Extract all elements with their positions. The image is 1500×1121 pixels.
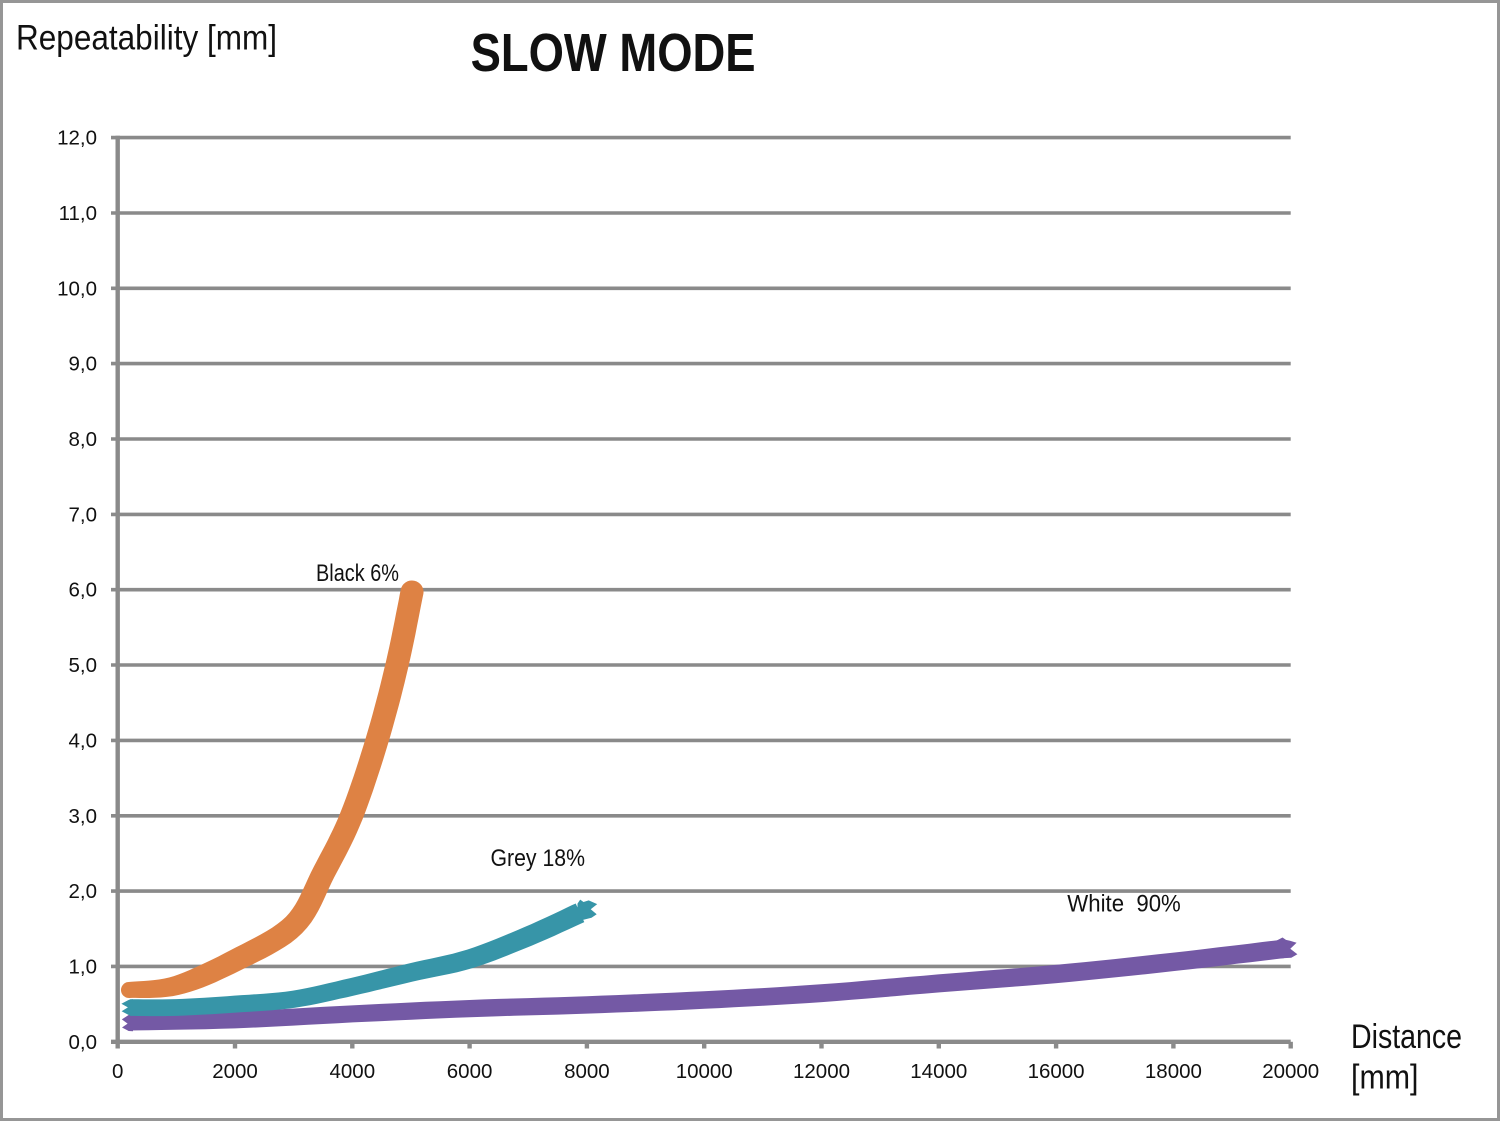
svg-text:8,0: 8,0 xyxy=(69,428,98,451)
svg-text:14000: 14000 xyxy=(910,1060,967,1083)
svg-text:9,0: 9,0 xyxy=(69,353,98,376)
svg-text:18000: 18000 xyxy=(1145,1060,1202,1083)
svg-text:11,0: 11,0 xyxy=(59,202,97,225)
svg-text:20000: 20000 xyxy=(1262,1060,1319,1083)
svg-text:1,0: 1,0 xyxy=(69,955,98,978)
svg-text:White 90%: White 90% xyxy=(1067,890,1181,917)
svg-text:6000: 6000 xyxy=(447,1060,493,1083)
svg-text:10,0: 10,0 xyxy=(57,277,97,300)
svg-text:Repeatability [mm]: Repeatability [mm] xyxy=(16,19,277,58)
svg-text:7,0: 7,0 xyxy=(69,503,98,526)
svg-text:3,0: 3,0 xyxy=(69,805,98,828)
svg-text:0,0: 0,0 xyxy=(69,1031,98,1054)
svg-text:Grey 18%: Grey 18% xyxy=(491,845,586,872)
svg-text:12000: 12000 xyxy=(793,1060,850,1083)
svg-text:8000: 8000 xyxy=(564,1060,610,1083)
svg-text:0: 0 xyxy=(112,1060,123,1083)
svg-text:4000: 4000 xyxy=(329,1060,375,1083)
svg-text:SLOW MODE: SLOW MODE xyxy=(471,23,756,83)
svg-text:[mm]: [mm] xyxy=(1351,1059,1419,1097)
svg-text:5,0: 5,0 xyxy=(69,654,98,677)
svg-text:2000: 2000 xyxy=(212,1060,258,1083)
svg-text:6,0: 6,0 xyxy=(69,579,98,602)
svg-text:12,0: 12,0 xyxy=(57,127,97,150)
svg-text:Distance: Distance xyxy=(1351,1018,1462,1056)
svg-text:Black 6%: Black 6% xyxy=(316,560,399,587)
svg-text:10000: 10000 xyxy=(676,1060,733,1083)
svg-text:2,0: 2,0 xyxy=(69,880,98,903)
svg-text:16000: 16000 xyxy=(1028,1060,1085,1083)
svg-text:4,0: 4,0 xyxy=(69,729,98,752)
